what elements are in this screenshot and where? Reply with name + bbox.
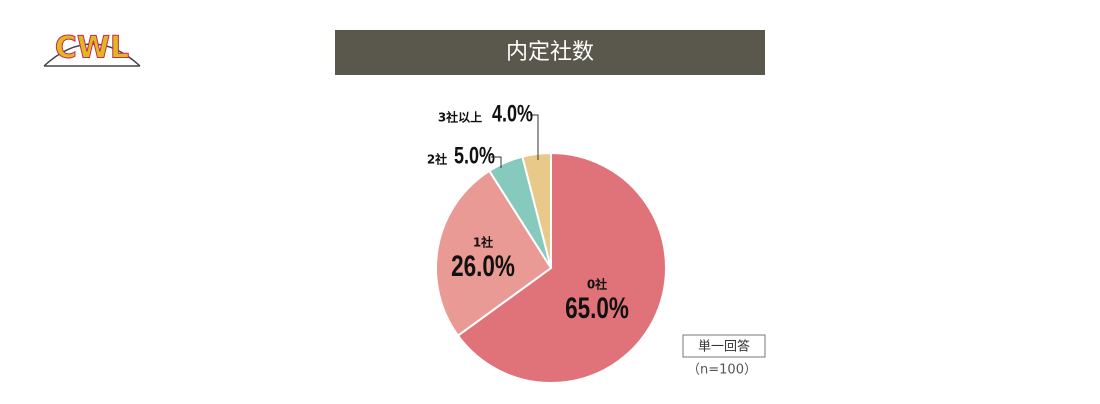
- pie-slice: [521, 151, 552, 269]
- slice-name: 3社以上: [438, 110, 482, 125]
- title-bar: [335, 30, 765, 75]
- pie-slice: [435, 169, 553, 337]
- value-label: 4.0%: [492, 101, 533, 127]
- value-label: 26.0%: [451, 249, 515, 283]
- note: 単一回答: [698, 339, 750, 355]
- leader-line: [491, 156, 502, 168]
- chart-title: 内定社数: [506, 40, 594, 65]
- logo: CWL: [55, 31, 129, 66]
- sample-size: （n=100）: [687, 363, 757, 378]
- slice-name: 2社: [427, 152, 447, 167]
- value-label: 65.0%: [565, 291, 629, 325]
- pie-slice: [456, 151, 667, 384]
- slice-name: 1社: [473, 235, 493, 250]
- slice-name: 0社: [587, 277, 607, 292]
- leader-line: [530, 114, 539, 160]
- value-label: 5.0%: [454, 143, 495, 169]
- note-box: [682, 334, 766, 358]
- logo-arch: [43, 43, 141, 67]
